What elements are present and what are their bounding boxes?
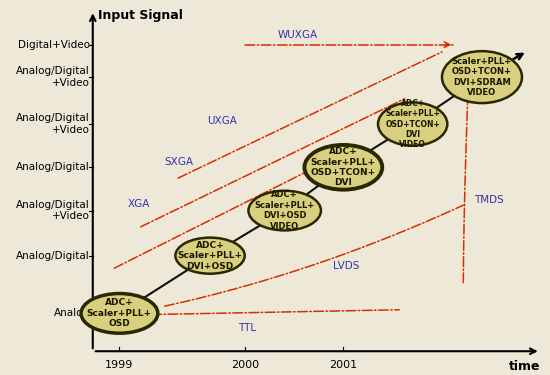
Text: time: time: [509, 360, 541, 373]
Text: TMDS: TMDS: [474, 195, 504, 205]
Text: ADC+
Scaler+PLL+
DVI+OSD
VIDEO: ADC+ Scaler+PLL+ DVI+OSD VIDEO: [255, 190, 315, 231]
Text: Input Signal: Input Signal: [98, 9, 183, 22]
Text: Analog/Digital
+Video: Analog/Digital +Video: [16, 113, 90, 135]
Ellipse shape: [249, 191, 321, 230]
Text: WUXGA: WUXGA: [278, 30, 318, 40]
Ellipse shape: [175, 238, 245, 274]
Ellipse shape: [378, 102, 447, 146]
Text: 2001: 2001: [329, 360, 358, 370]
Text: XGA: XGA: [128, 199, 150, 209]
Text: ADC+
Scaler+PLL+
OSD: ADC+ Scaler+PLL+ OSD: [87, 298, 152, 328]
Text: Analog/Digital
+Video: Analog/Digital +Video: [16, 200, 90, 221]
Text: UXGA: UXGA: [207, 116, 237, 126]
Text: ADC+
Scaler+PLL+
OSD+TCON+
DVI
VIDEO: ADC+ Scaler+PLL+ OSD+TCON+ DVI VIDEO: [385, 99, 440, 149]
Text: SXGA: SXGA: [165, 157, 194, 167]
Text: Analog: Analog: [54, 308, 90, 318]
Text: 1999: 1999: [105, 360, 134, 370]
Text: TTL: TTL: [238, 323, 256, 333]
Text: Analog/Digital
+Video: Analog/Digital +Video: [16, 66, 90, 88]
Text: Digital+Video: Digital+Video: [18, 40, 90, 50]
Text: Scaler+PLL+
OSD+TCON+
DVI+SDRAM
VIDEO: Scaler+PLL+ OSD+TCON+ DVI+SDRAM VIDEO: [452, 57, 512, 97]
Text: 2000: 2000: [230, 360, 259, 370]
Text: ADC+
Scaler+PLL+
DVI+OSD: ADC+ Scaler+PLL+ DVI+OSD: [178, 241, 243, 270]
Text: Analog/Digital: Analog/Digital: [16, 251, 90, 261]
Ellipse shape: [81, 294, 158, 333]
Ellipse shape: [305, 145, 382, 190]
Ellipse shape: [442, 51, 522, 103]
Text: LVDS: LVDS: [333, 261, 359, 272]
Text: ADC+
Scaler+PLL+
OSD+TCON+
DVI: ADC+ Scaler+PLL+ OSD+TCON+ DVI: [311, 147, 376, 188]
Text: Analog/Digital: Analog/Digital: [16, 162, 90, 172]
